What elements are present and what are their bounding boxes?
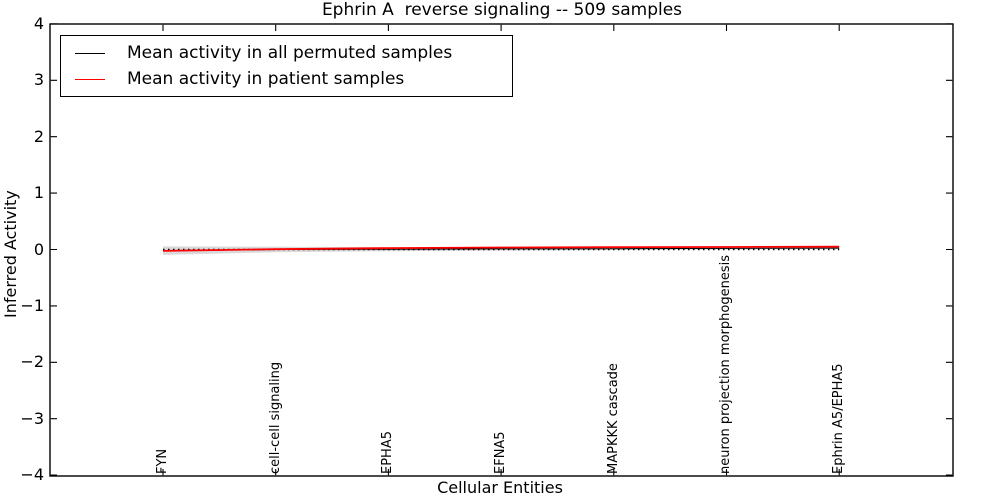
- tick-marks: [50, 23, 953, 476]
- legend-item: Mean activity in patient samples: [61, 66, 512, 92]
- y-tick-label: −1: [20, 296, 44, 315]
- y-tick-label: 2: [33, 127, 44, 146]
- y-tick-label: −2: [20, 352, 44, 371]
- x-tick-label: cell-cell signaling: [268, 361, 283, 474]
- x-tick-label: EFNA5: [493, 431, 508, 474]
- legend-label: Mean activity in all permuted samples: [127, 43, 453, 63]
- legend-label: Mean activity in patient samples: [127, 69, 405, 89]
- legend-line-sample-permuted: [75, 52, 105, 54]
- x-tick-label: EPHA5: [380, 431, 395, 474]
- y-tick-label: 0: [33, 240, 44, 259]
- x-tick-label: MAPKKK cascade: [606, 363, 621, 474]
- y-tick-label: 1: [33, 183, 44, 202]
- legend: Mean activity in all permuted samples Me…: [60, 35, 513, 97]
- patient-mean-line: [162, 245, 840, 252]
- x-tick-label: Ephrin A5/EPHA5: [831, 363, 846, 474]
- y-tick-label: 4: [33, 14, 44, 33]
- y-tick-label: 3: [33, 70, 44, 89]
- legend-line-sample-patient: [75, 78, 105, 80]
- y-axis-label: Inferred Activity: [1, 190, 20, 318]
- x-tick-label: FYN: [155, 448, 170, 474]
- y-tick-label: −4: [20, 465, 44, 484]
- legend-item: Mean activity in all permuted samples: [61, 40, 512, 66]
- y-tick-label: −3: [20, 409, 44, 428]
- x-tick-label: neuron projection morphogenesis: [718, 255, 733, 474]
- plot-frame: [49, 23, 954, 477]
- x-axis-label: Cellular Entities: [437, 478, 563, 497]
- chart-title: Ephrin A reverse signaling -- 509 sample…: [321, 0, 683, 20]
